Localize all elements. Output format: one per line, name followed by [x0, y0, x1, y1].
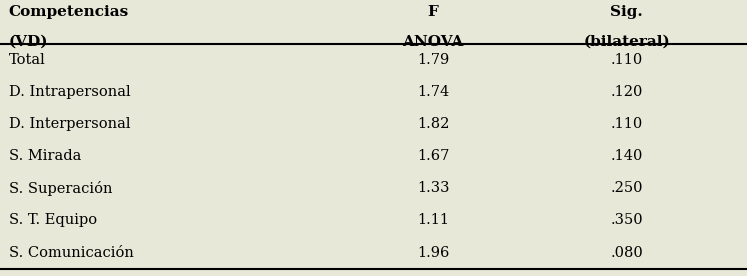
- Text: Competencias: Competencias: [9, 5, 129, 19]
- Text: S. Superación: S. Superación: [9, 181, 112, 196]
- Text: 1.96: 1.96: [417, 246, 449, 259]
- Text: F: F: [427, 5, 438, 19]
- Text: ANOVA: ANOVA: [403, 35, 464, 49]
- Text: 1.33: 1.33: [417, 181, 449, 195]
- Text: .110: .110: [610, 53, 642, 67]
- Text: .110: .110: [610, 117, 642, 131]
- Text: D. Intrapersonal: D. Intrapersonal: [9, 85, 131, 99]
- Text: Sig.: Sig.: [610, 5, 643, 19]
- Text: 1.74: 1.74: [417, 85, 449, 99]
- Text: 1.11: 1.11: [417, 213, 449, 227]
- Text: .120: .120: [610, 85, 642, 99]
- Text: .080: .080: [610, 246, 643, 259]
- Text: D. Interpersonal: D. Interpersonal: [9, 117, 130, 131]
- Text: .250: .250: [610, 181, 642, 195]
- Text: S. T. Equipo: S. T. Equipo: [9, 213, 97, 227]
- Text: 1.82: 1.82: [417, 117, 449, 131]
- Text: .350: .350: [610, 213, 643, 227]
- Text: (VD): (VD): [9, 35, 49, 49]
- Text: .140: .140: [610, 149, 642, 163]
- Text: Total: Total: [9, 53, 46, 67]
- Text: S. Mirada: S. Mirada: [9, 149, 81, 163]
- Text: S. Comunicación: S. Comunicación: [9, 246, 134, 259]
- Text: (bilateral): (bilateral): [583, 35, 670, 49]
- Text: 1.67: 1.67: [417, 149, 449, 163]
- Text: 1.79: 1.79: [417, 53, 449, 67]
